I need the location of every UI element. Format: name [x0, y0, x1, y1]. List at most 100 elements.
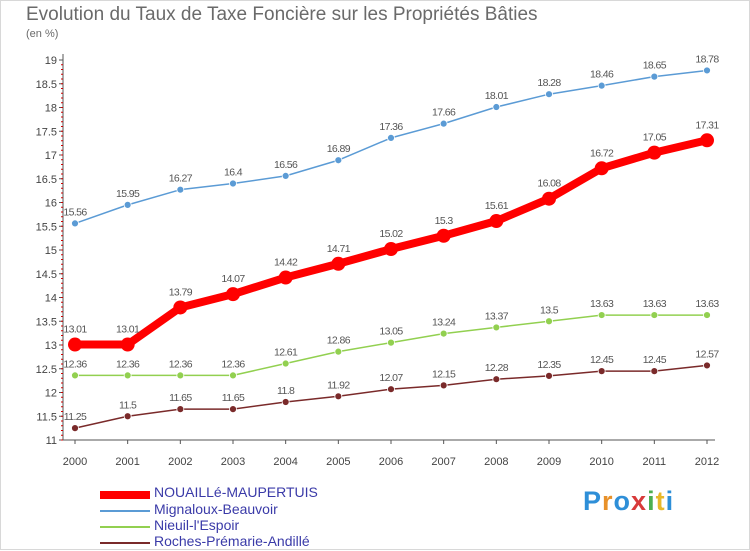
data-label: 17.36	[379, 121, 403, 133]
data-point	[120, 337, 135, 352]
data-point	[703, 311, 711, 319]
x-tick-label: 2004	[273, 456, 297, 468]
data-label: 13.63	[695, 298, 719, 310]
x-tick-label: 2005	[326, 456, 350, 468]
data-label: 12.36	[116, 358, 140, 370]
data-label: 12.45	[590, 354, 614, 366]
x-tick-label: 2006	[379, 456, 403, 468]
legend-label: Nieuil-l'Espoir	[154, 517, 240, 533]
data-point	[597, 81, 606, 90]
data-point	[123, 200, 132, 209]
data-point	[229, 179, 237, 188]
data-label: 13.05	[379, 326, 403, 338]
data-label: 18.28	[537, 77, 561, 89]
legend-item-mignaloux-beauvoir[interactable]: Mignaloux-Beauvoir	[100, 501, 430, 519]
data-point	[334, 347, 343, 356]
data-label: 13.79	[169, 286, 193, 298]
legend-item-nouaille-maupertuis[interactable]: NOUAILLé-MAUPERTUIS	[100, 484, 430, 502]
data-label: 12.36	[63, 358, 87, 370]
logo-letter: t	[655, 486, 666, 516]
legend-item-nieuil-l-espoir[interactable]: Nieuil-l'Espoir	[100, 517, 430, 535]
data-point	[492, 375, 501, 384]
data-label: 18.01	[485, 90, 509, 102]
legend-label: NOUAILLé-MAUPERTUIS	[154, 484, 318, 500]
data-label: 13.63	[590, 298, 614, 310]
data-point	[439, 119, 448, 128]
data-label: 12.35	[537, 359, 561, 371]
logo-letter: P	[583, 486, 603, 516]
data-point	[439, 329, 448, 338]
data-label: 16.4	[224, 167, 243, 179]
data-label: 15.02	[379, 228, 403, 240]
data-label: 12.07	[379, 372, 403, 384]
data-point	[281, 359, 290, 368]
data-point	[229, 371, 237, 380]
data-label: 16.08	[537, 178, 561, 190]
data-label: 11.65	[169, 392, 192, 404]
data-point	[334, 392, 343, 401]
data-point	[281, 398, 290, 406]
y-tick-label: 12	[45, 388, 57, 400]
x-tick-label: 2000	[63, 456, 87, 468]
data-point	[597, 311, 606, 319]
data-label: 11.92	[327, 379, 350, 391]
data-point	[281, 171, 290, 180]
data-label: 16.56	[274, 159, 298, 171]
data-label: 12.15	[432, 368, 456, 380]
data-label: 17.05	[643, 132, 667, 144]
legend-swatch	[100, 491, 150, 499]
x-tick-label: 2008	[484, 456, 508, 468]
logo-letter: i	[647, 486, 656, 516]
data-point	[176, 371, 185, 380]
x-tick-label: 2002	[168, 456, 192, 468]
data-point	[647, 145, 662, 160]
logo-letter: o	[613, 486, 632, 516]
data-label: 16.89	[327, 143, 351, 155]
data-point	[387, 338, 395, 347]
data-label: 11.25	[64, 411, 87, 423]
data-label: 12.86	[327, 335, 351, 347]
y-tick-label: 19	[45, 55, 57, 67]
data-point	[229, 405, 237, 414]
y-tick-label: 15.5	[36, 221, 57, 233]
chart-title: Evolution du Taux de Taxe Foncière sur l…	[26, 4, 538, 25]
legend-item-roches-premarie-andille[interactable]: Roches-Prémarie-Andillé	[100, 533, 430, 551]
data-point	[71, 424, 79, 433]
legend-swatch	[100, 542, 150, 544]
y-tick-label: 11.5	[36, 411, 57, 423]
data-label: 15.3	[435, 215, 454, 227]
data-label: 12.36	[169, 358, 193, 370]
data-point	[387, 385, 395, 394]
data-label: 14.42	[274, 257, 298, 269]
data-label: 12.57	[695, 348, 719, 360]
data-label: 12.36	[221, 358, 245, 370]
data-point	[334, 156, 343, 165]
x-tick-label: 2007	[431, 456, 455, 468]
legend-label: Mignaloux-Beauvoir	[154, 501, 278, 517]
data-label: 12.61	[274, 347, 298, 359]
y-tick-label: 15	[45, 245, 57, 257]
y-tick-label: 12.5	[36, 364, 57, 376]
y-tick-label: 13	[45, 340, 57, 352]
logo-letter: x	[631, 486, 648, 516]
legend-label: Roches-Prémarie-Andillé	[154, 533, 310, 549]
data-point	[123, 371, 132, 380]
y-tick-label: 14.5	[36, 269, 57, 281]
data-point	[173, 300, 188, 315]
y-tick-label: 13.5	[36, 316, 57, 328]
proxiti-logo: Proxiti	[583, 486, 674, 517]
data-point	[384, 242, 398, 257]
data-point	[700, 133, 714, 148]
data-point	[278, 270, 293, 285]
data-label: 13.01	[116, 324, 140, 336]
data-label: 17.66	[432, 107, 456, 119]
data-label: 15.95	[116, 188, 140, 200]
y-tick-label: 16	[45, 198, 57, 210]
data-point	[226, 287, 240, 302]
data-point	[703, 361, 711, 370]
data-label: 16.72	[590, 147, 614, 159]
data-label: 13.24	[432, 317, 456, 329]
data-point	[176, 185, 185, 194]
data-point	[436, 228, 451, 243]
